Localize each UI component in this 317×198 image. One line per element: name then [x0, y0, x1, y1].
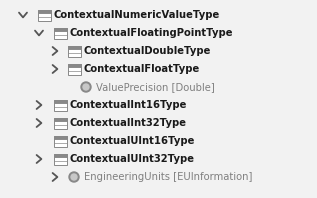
FancyBboxPatch shape: [54, 117, 67, 121]
FancyBboxPatch shape: [54, 28, 67, 38]
Circle shape: [69, 172, 79, 182]
FancyBboxPatch shape: [54, 28, 67, 31]
Text: ContextualUInt16Type: ContextualUInt16Type: [70, 136, 195, 146]
Circle shape: [71, 174, 77, 180]
Text: ContextualFloatingPointType: ContextualFloatingPointType: [70, 28, 234, 38]
FancyBboxPatch shape: [68, 46, 81, 49]
FancyBboxPatch shape: [68, 46, 81, 56]
Text: ContextualFloatType: ContextualFloatType: [84, 64, 200, 74]
FancyBboxPatch shape: [68, 64, 81, 74]
Text: ContextualDoubleType: ContextualDoubleType: [84, 46, 211, 56]
Text: ValuePrecision [Double]: ValuePrecision [Double]: [96, 82, 215, 92]
Text: ContextualInt32Type: ContextualInt32Type: [70, 118, 187, 128]
FancyBboxPatch shape: [54, 135, 67, 147]
Text: ContextualInt16Type: ContextualInt16Type: [70, 100, 187, 110]
FancyBboxPatch shape: [37, 10, 50, 21]
Circle shape: [83, 84, 89, 90]
FancyBboxPatch shape: [54, 153, 67, 165]
Text: ContextualNumericValueType: ContextualNumericValueType: [54, 10, 220, 20]
FancyBboxPatch shape: [54, 153, 67, 157]
FancyBboxPatch shape: [68, 64, 81, 67]
FancyBboxPatch shape: [54, 135, 67, 139]
FancyBboxPatch shape: [54, 100, 67, 110]
Text: EngineeringUnits [EUInformation]: EngineeringUnits [EUInformation]: [84, 172, 252, 182]
FancyBboxPatch shape: [37, 10, 50, 13]
Text: ContextualUInt32Type: ContextualUInt32Type: [70, 154, 195, 164]
FancyBboxPatch shape: [54, 117, 67, 129]
FancyBboxPatch shape: [54, 100, 67, 103]
Circle shape: [81, 82, 91, 92]
